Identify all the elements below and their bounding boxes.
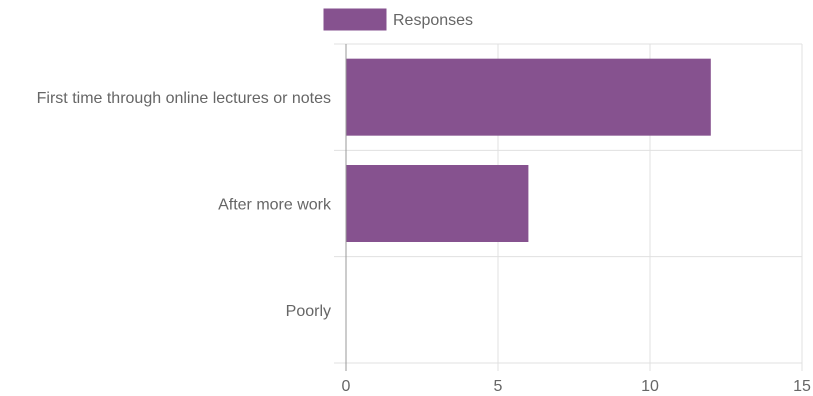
legend-label: Responses (393, 12, 473, 29)
category-label: Poorly (286, 303, 331, 320)
bar (346, 58, 711, 136)
x-tick-label: 5 (494, 378, 503, 395)
category-label: After more work (218, 197, 332, 214)
x-tick-label: 15 (793, 378, 811, 395)
x-tick-label: 0 (342, 378, 351, 395)
bars (346, 58, 711, 242)
category-label: First time through online lectures or no… (37, 90, 331, 107)
x-axis-ticks: 0 5 10 15 (342, 378, 811, 395)
bar (346, 165, 529, 242)
legend: Responses (323, 8, 473, 31)
x-tick-label: 10 (641, 378, 659, 395)
category-labels: First time through online lectures or no… (37, 90, 332, 320)
legend-swatch (323, 8, 387, 31)
